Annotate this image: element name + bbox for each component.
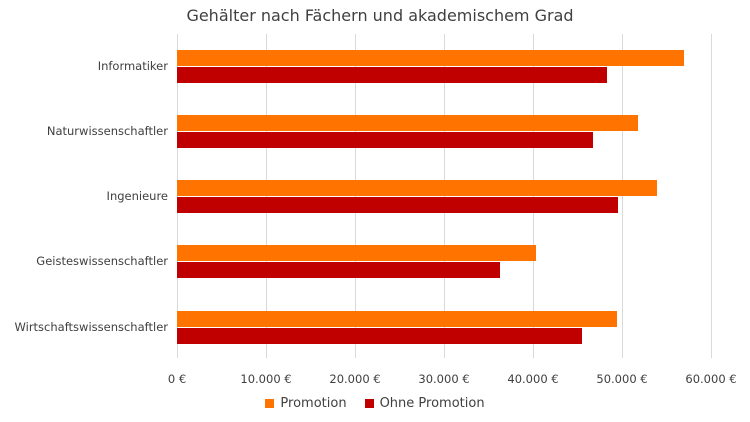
gridline bbox=[533, 34, 534, 358]
bar-ohne-promotion bbox=[177, 196, 619, 213]
legend-item-promotion: Promotion bbox=[265, 396, 347, 411]
x-tick-label: 10.000 € bbox=[240, 372, 292, 386]
legend-label: Promotion bbox=[280, 396, 347, 411]
x-tick-label: 20.000 € bbox=[329, 372, 381, 386]
legend-swatch-promotion bbox=[265, 399, 275, 408]
legend-label: Ohne Promotion bbox=[379, 396, 485, 411]
legend: Promotion Ohne Promotion bbox=[0, 396, 750, 411]
bar-promotion bbox=[177, 115, 639, 131]
x-tick-label: 40.000 € bbox=[507, 372, 559, 386]
bar-promotion bbox=[177, 50, 685, 66]
x-tick-label: 30.000 € bbox=[418, 372, 470, 386]
x-tick-label: 50.000 € bbox=[596, 372, 648, 386]
chart-title: Gehälter nach Fächern und akademischem G… bbox=[186, 6, 574, 25]
category-label: Informatiker bbox=[97, 59, 168, 73]
gridline bbox=[444, 34, 445, 358]
category-label: Wirtschaftswissenschaftler bbox=[14, 320, 169, 334]
gridline bbox=[177, 34, 178, 358]
legend-item-ohne-promotion: Ohne Promotion bbox=[364, 396, 485, 411]
bar-ohne-promotion bbox=[177, 327, 582, 344]
gridline bbox=[355, 34, 356, 358]
bar-promotion bbox=[177, 180, 657, 196]
x-tick-label: 60.000 € bbox=[685, 372, 737, 386]
category-label: Geisteswissenschaftler bbox=[36, 254, 168, 268]
bar-ohne-promotion bbox=[177, 131, 593, 148]
bar-ohne-promotion bbox=[177, 261, 501, 278]
bar-promotion bbox=[177, 311, 617, 327]
category-label: Naturwissenschaftler bbox=[46, 124, 168, 138]
bar-ohne-promotion bbox=[177, 66, 607, 83]
legend-swatch-ohne-promotion bbox=[364, 399, 374, 408]
bar-promotion bbox=[177, 245, 536, 261]
gridline bbox=[622, 34, 623, 358]
gridline bbox=[711, 34, 712, 358]
category-label: Ingenieure bbox=[106, 189, 168, 203]
gridline bbox=[266, 34, 267, 358]
x-tick-label: 0 € bbox=[167, 372, 187, 386]
plot-area bbox=[177, 34, 717, 358]
